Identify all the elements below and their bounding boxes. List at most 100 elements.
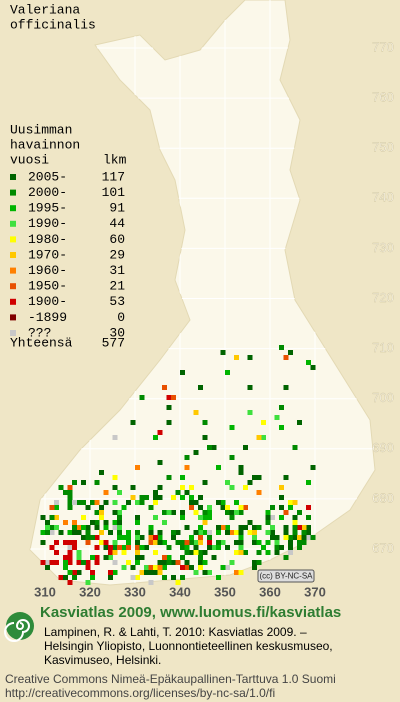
occurrence-square [198, 385, 203, 390]
occurrence-square [216, 465, 221, 470]
occurrence-square [288, 545, 293, 550]
occurrence-square [198, 550, 203, 555]
occurrence-square [229, 515, 235, 520]
occurrence-square [292, 500, 298, 505]
occurrence-square [189, 495, 194, 500]
occurrence-square [117, 525, 122, 530]
occurrence-square [270, 505, 275, 510]
occurrence-square [157, 485, 163, 490]
occurrence-square [189, 535, 194, 540]
occurrence-square [67, 580, 73, 585]
occurrence-square [148, 535, 154, 540]
occurrence-square [45, 560, 50, 565]
occurrence-square [216, 540, 221, 545]
occurrence-square [90, 575, 95, 580]
occurrence-square [189, 565, 194, 570]
occurrence-square [162, 520, 167, 525]
occurrence-square [207, 515, 212, 520]
occurrence-square [126, 540, 131, 545]
logo-spiral [4, 619, 30, 642]
occurrence-square [67, 570, 73, 575]
occurrence-square [256, 490, 262, 495]
occurrence-square [166, 560, 172, 565]
occurrence-square [234, 500, 239, 505]
occurrence-square [157, 565, 163, 570]
east-label: 310 [34, 584, 56, 599]
east-label: 370 [304, 584, 326, 599]
legend-swatch [10, 298, 16, 305]
east-label: 360 [259, 584, 281, 599]
occurrence-square [40, 540, 46, 545]
occurrence-square [94, 510, 100, 515]
occurrence-square [292, 520, 298, 525]
occurrence-square [139, 555, 145, 560]
occurrence-square [297, 535, 302, 540]
occurrence-square [225, 565, 230, 570]
occurrence-square [153, 565, 158, 570]
occurrence-square [297, 540, 302, 545]
occurrence-square [157, 495, 163, 500]
occurrence-square [301, 530, 307, 535]
north-label: 670 [372, 540, 394, 555]
occurrence-square [189, 500, 194, 505]
occurrence-square [238, 550, 244, 555]
occurrence-square [54, 525, 59, 530]
occurrence-square [279, 515, 284, 520]
occurrence-square [40, 530, 46, 535]
occurrence-square [130, 575, 136, 580]
occurrence-square [166, 545, 172, 550]
total-label: Yhteensä [10, 335, 73, 350]
occurrence-square [247, 355, 253, 360]
occurrence-square [265, 530, 271, 535]
occurrence-square [207, 545, 212, 550]
occurrence-square [117, 545, 122, 550]
occurrence-square [72, 545, 77, 550]
occurrence-square [220, 350, 226, 355]
occurrence-square [216, 575, 221, 580]
occurrence-square [166, 555, 172, 560]
occurrence-square [243, 445, 248, 450]
occurrence-square [175, 560, 181, 565]
occurrence-square [256, 540, 262, 545]
occurrence-square [198, 525, 203, 530]
occurrence-square [202, 515, 208, 520]
occurrence-square [85, 560, 91, 565]
occurrence-square [310, 465, 316, 470]
occurrence-square [85, 580, 91, 585]
logo-circle [6, 612, 34, 640]
occurrence-square [306, 480, 311, 485]
occurrence-square [283, 555, 289, 560]
occurrence-square [162, 540, 167, 545]
occurrence-square [193, 450, 199, 455]
occurrence-square [216, 530, 221, 535]
occurrence-square [207, 540, 212, 545]
occurrence-square [94, 500, 100, 505]
occurrence-square [166, 395, 172, 400]
occurrence-square [49, 515, 55, 520]
occurrence-square [243, 505, 248, 510]
occurrence-square [207, 570, 212, 575]
occurrence-square [157, 560, 163, 565]
legend-count: 21 [109, 279, 125, 294]
occurrence-square [171, 510, 176, 515]
occurrence-square [117, 490, 122, 495]
north-label: 750 [372, 140, 394, 155]
occurrence-square [85, 535, 91, 540]
legend-swatch [10, 220, 16, 227]
occurrence-square [139, 545, 145, 550]
occurrence-square [283, 535, 289, 540]
occurrence-square [166, 420, 172, 425]
occurrence-square [184, 540, 190, 545]
legend-swatch [10, 174, 16, 180]
legend-count: 53 [109, 294, 125, 309]
occurrence-square [81, 535, 86, 540]
occurrence-square [207, 505, 212, 510]
occurrence-square [162, 565, 167, 570]
occurrence-square [225, 505, 230, 510]
occurrence-square [58, 575, 64, 580]
occurrence-square [130, 485, 136, 490]
occurrence-square [126, 560, 131, 565]
occurrence-square [157, 570, 163, 575]
occurrence-square [198, 535, 203, 540]
